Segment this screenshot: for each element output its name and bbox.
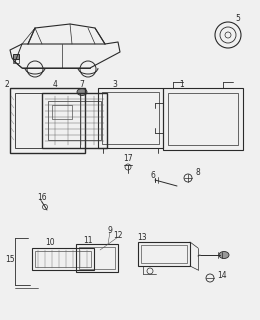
Text: 15: 15: [5, 255, 15, 265]
Bar: [35, 251, 91, 267]
Text: 10: 10: [45, 237, 55, 246]
Bar: [163, 88, 243, 150]
Bar: [141, 245, 187, 263]
Bar: [79, 247, 115, 269]
Bar: [42, 93, 107, 148]
Bar: [13, 59, 19, 63]
Bar: [13, 54, 19, 59]
Bar: [10, 88, 85, 153]
Text: 14: 14: [217, 270, 227, 279]
Bar: [15, 93, 80, 148]
Text: 8: 8: [196, 167, 200, 177]
Ellipse shape: [77, 89, 87, 95]
Text: 16: 16: [37, 193, 47, 202]
Text: 1: 1: [180, 79, 184, 89]
Text: 2: 2: [5, 79, 9, 89]
Bar: [138, 242, 190, 266]
Bar: [98, 88, 163, 148]
Bar: [102, 92, 159, 144]
Bar: [168, 93, 238, 145]
Bar: [76, 244, 118, 272]
Text: 7: 7: [80, 79, 84, 89]
Text: 9: 9: [108, 226, 112, 235]
Text: 13: 13: [137, 233, 147, 242]
Text: 17: 17: [123, 154, 133, 163]
Bar: [52, 105, 72, 119]
Text: 3: 3: [113, 79, 118, 89]
Text: 11: 11: [83, 236, 93, 244]
Bar: [48, 101, 101, 140]
Bar: [32, 248, 94, 270]
Ellipse shape: [219, 252, 229, 259]
Text: 12: 12: [113, 230, 123, 239]
Text: 6: 6: [151, 171, 155, 180]
Text: 5: 5: [236, 13, 240, 22]
Text: 4: 4: [53, 79, 57, 89]
